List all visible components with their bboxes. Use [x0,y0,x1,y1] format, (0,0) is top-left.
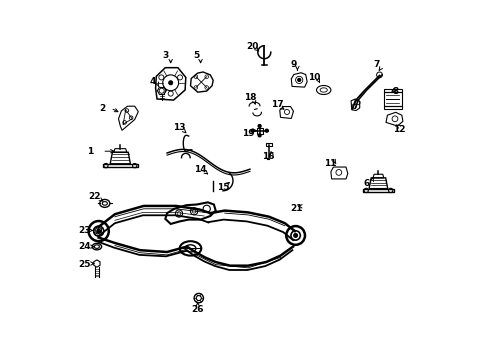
Text: 10: 10 [308,73,320,82]
Text: 20: 20 [246,42,258,51]
Text: 13: 13 [172,123,185,132]
Text: 19: 19 [241,129,254,138]
Text: 24: 24 [78,242,90,251]
Text: 3: 3 [162,51,168,60]
Text: 22: 22 [87,192,100,201]
Text: 5: 5 [192,51,199,60]
Text: 4: 4 [149,77,156,85]
Text: 21: 21 [290,204,303,213]
Circle shape [293,234,297,237]
Text: 25: 25 [78,260,90,269]
Text: 16: 16 [261,152,274,161]
Circle shape [168,81,172,85]
Circle shape [258,134,261,137]
Text: 23: 23 [78,226,90,235]
Text: 2: 2 [99,104,105,112]
Text: 11: 11 [323,159,336,168]
Text: 9: 9 [290,60,296,69]
Circle shape [250,129,253,132]
Text: 6: 6 [363,179,369,188]
Text: 7: 7 [373,60,379,69]
Text: 14: 14 [194,165,206,174]
Text: 17: 17 [270,100,283,109]
Text: 18: 18 [243,93,256,102]
Text: 15: 15 [216,183,229,192]
Circle shape [265,129,268,132]
Text: 26: 26 [191,305,203,314]
Circle shape [258,125,261,127]
Text: 12: 12 [392,125,405,134]
Circle shape [97,229,101,233]
Circle shape [297,78,300,81]
Text: 8: 8 [392,87,398,96]
Text: 1: 1 [87,147,93,156]
